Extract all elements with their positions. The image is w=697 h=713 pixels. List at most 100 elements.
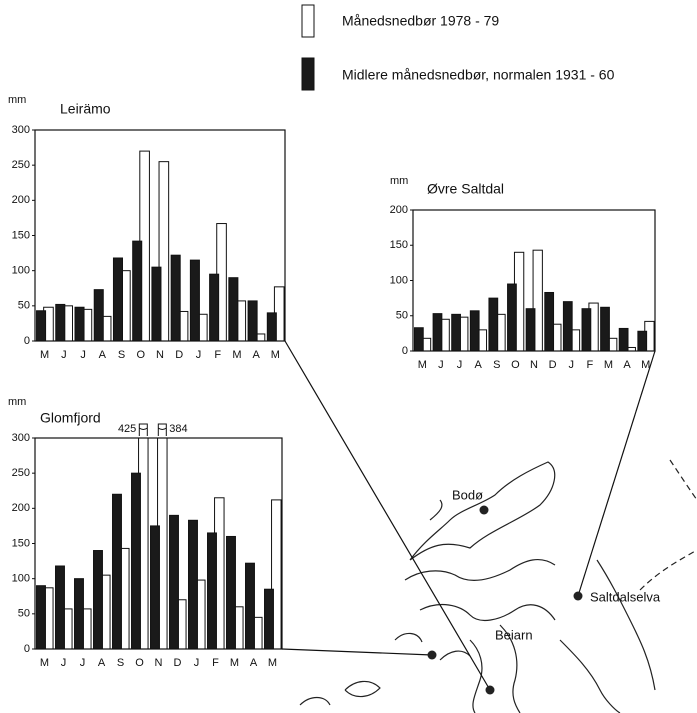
break-symbol <box>138 423 148 436</box>
x-tick-label: D <box>549 359 557 371</box>
x-tick-label: F <box>212 657 219 669</box>
bar <box>74 578 84 650</box>
y-tick-label: 100 <box>390 274 408 286</box>
chart-title: Leirämo <box>60 101 111 117</box>
y-tick-label: 150 <box>12 229 30 241</box>
bar <box>55 303 66 342</box>
x-tick-label: D <box>174 657 182 669</box>
x-tick-label: A <box>474 359 482 371</box>
bar <box>36 585 46 650</box>
x-tick-label: J <box>194 657 200 669</box>
y-tick-label: 100 <box>12 573 30 585</box>
bar <box>169 514 179 650</box>
bar <box>189 259 200 342</box>
chart-title: Glomfjord <box>40 410 101 426</box>
x-tick-label: M <box>232 349 241 361</box>
bar <box>451 313 461 352</box>
x-tick-label: A <box>252 349 260 361</box>
x-tick-label: M <box>604 359 613 371</box>
bar <box>207 532 217 650</box>
bar <box>562 301 573 352</box>
y-axis-label: mm <box>8 396 26 408</box>
y-tick-label: 200 <box>390 204 408 216</box>
y-tick-label: 50 <box>18 608 30 620</box>
bar <box>618 327 629 352</box>
bar <box>264 588 274 650</box>
x-tick-label: N <box>155 657 163 669</box>
bar <box>266 312 277 342</box>
bar <box>131 472 141 650</box>
x-tick-label: S <box>117 657 124 669</box>
x-tick-label: J <box>61 657 67 669</box>
map-label: Saltdalselva <box>590 589 661 604</box>
y-tick-label: 50 <box>18 300 30 312</box>
bar <box>469 310 480 352</box>
break-symbol <box>157 423 167 436</box>
bar <box>245 562 255 650</box>
legend-label: Månedsnedbør 1978 - 79 <box>342 13 499 29</box>
y-tick-label: 0 <box>402 345 408 357</box>
map-label: Beiarn <box>495 627 533 642</box>
y-tick-label: 50 <box>396 310 408 322</box>
x-tick-label: A <box>623 359 631 371</box>
bar <box>36 310 47 342</box>
bars <box>413 249 655 352</box>
bar <box>637 330 648 352</box>
x-tick-label: O <box>136 349 145 361</box>
x-tick-label: M <box>271 349 280 361</box>
bar <box>188 519 198 650</box>
y-tick-label: 150 <box>390 239 408 251</box>
x-tick-label: S <box>493 359 500 371</box>
y-tick-label: 200 <box>12 194 30 206</box>
x-tick-label: S <box>118 349 125 361</box>
y-tick-label: 200 <box>12 502 30 514</box>
x-tick-label: J <box>457 359 463 371</box>
bar <box>112 257 124 342</box>
y-tick-label: 300 <box>12 432 30 444</box>
legend-label: Midlere månedsnedbør, normalen 1931 - 60 <box>342 67 615 83</box>
x-tick-label: N <box>156 349 164 361</box>
bars <box>36 438 282 650</box>
y-tick-label: 250 <box>12 467 30 479</box>
bar <box>150 525 160 650</box>
x-tick-label: M <box>40 349 49 361</box>
bar <box>112 493 122 650</box>
x-tick-label: D <box>175 349 183 361</box>
bar <box>151 266 162 342</box>
x-tick-label: J <box>568 359 574 371</box>
bar <box>93 550 103 650</box>
x-tick-label: M <box>418 359 427 371</box>
plot-frame <box>412 209 656 352</box>
x-tick-label: J <box>438 359 444 371</box>
map <box>281 340 697 713</box>
x-tick-label: M <box>230 657 239 669</box>
bar <box>228 277 239 342</box>
y-tick-label: 100 <box>12 265 30 277</box>
bar <box>507 283 517 352</box>
x-tick-label: F <box>586 359 593 371</box>
y-tick-label: 0 <box>24 335 30 347</box>
bars <box>36 150 285 342</box>
x-tick-label: J <box>80 349 86 361</box>
x-tick-label: M <box>40 657 49 669</box>
bar <box>432 313 443 352</box>
y-tick-label: 0 <box>24 643 30 655</box>
plot-frame <box>34 437 283 650</box>
bar <box>226 535 236 650</box>
x-tick-label: N <box>530 359 538 371</box>
x-tick-label: A <box>250 657 258 669</box>
legend-swatch-dark <box>301 57 315 91</box>
y-tick-label: 150 <box>12 537 30 549</box>
bar <box>209 273 220 342</box>
value-label: 384 <box>169 423 187 435</box>
y-axis-label: mm <box>390 175 408 187</box>
chart-title: Øvre Saltdal <box>427 181 504 197</box>
bar <box>525 308 536 352</box>
x-tick-label: M <box>641 359 650 371</box>
plot-frame <box>34 129 286 342</box>
bar <box>247 300 258 342</box>
bar <box>74 306 85 342</box>
x-tick-label: J <box>196 349 202 361</box>
bar <box>413 327 424 352</box>
